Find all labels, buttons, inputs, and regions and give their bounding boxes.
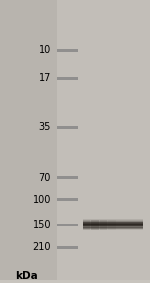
FancyBboxPatch shape: [82, 222, 142, 223]
Text: 35: 35: [39, 122, 51, 132]
FancyBboxPatch shape: [57, 246, 78, 249]
FancyBboxPatch shape: [91, 220, 99, 230]
FancyBboxPatch shape: [82, 228, 142, 229]
Text: 100: 100: [33, 195, 51, 205]
FancyBboxPatch shape: [100, 220, 107, 230]
Text: kDa: kDa: [16, 271, 38, 281]
FancyBboxPatch shape: [57, 0, 150, 280]
FancyBboxPatch shape: [82, 228, 142, 229]
FancyBboxPatch shape: [82, 224, 142, 225]
Text: 210: 210: [33, 243, 51, 252]
FancyBboxPatch shape: [82, 223, 142, 224]
FancyBboxPatch shape: [82, 220, 142, 221]
FancyBboxPatch shape: [57, 126, 78, 128]
FancyBboxPatch shape: [57, 49, 78, 52]
FancyBboxPatch shape: [82, 224, 142, 225]
FancyBboxPatch shape: [82, 225, 142, 226]
FancyBboxPatch shape: [57, 77, 78, 80]
Text: 70: 70: [39, 173, 51, 183]
FancyBboxPatch shape: [57, 198, 78, 201]
Text: 150: 150: [33, 220, 51, 230]
FancyBboxPatch shape: [82, 220, 90, 230]
FancyBboxPatch shape: [82, 220, 142, 221]
Text: 17: 17: [39, 73, 51, 83]
FancyBboxPatch shape: [82, 224, 142, 226]
Text: 10: 10: [39, 45, 51, 55]
FancyBboxPatch shape: [0, 0, 57, 280]
FancyBboxPatch shape: [82, 227, 142, 228]
FancyBboxPatch shape: [82, 219, 142, 220]
FancyBboxPatch shape: [82, 226, 142, 227]
FancyBboxPatch shape: [57, 224, 78, 226]
FancyBboxPatch shape: [82, 229, 142, 230]
FancyBboxPatch shape: [82, 227, 142, 228]
FancyBboxPatch shape: [82, 223, 142, 224]
FancyBboxPatch shape: [82, 221, 142, 222]
FancyBboxPatch shape: [57, 176, 78, 179]
